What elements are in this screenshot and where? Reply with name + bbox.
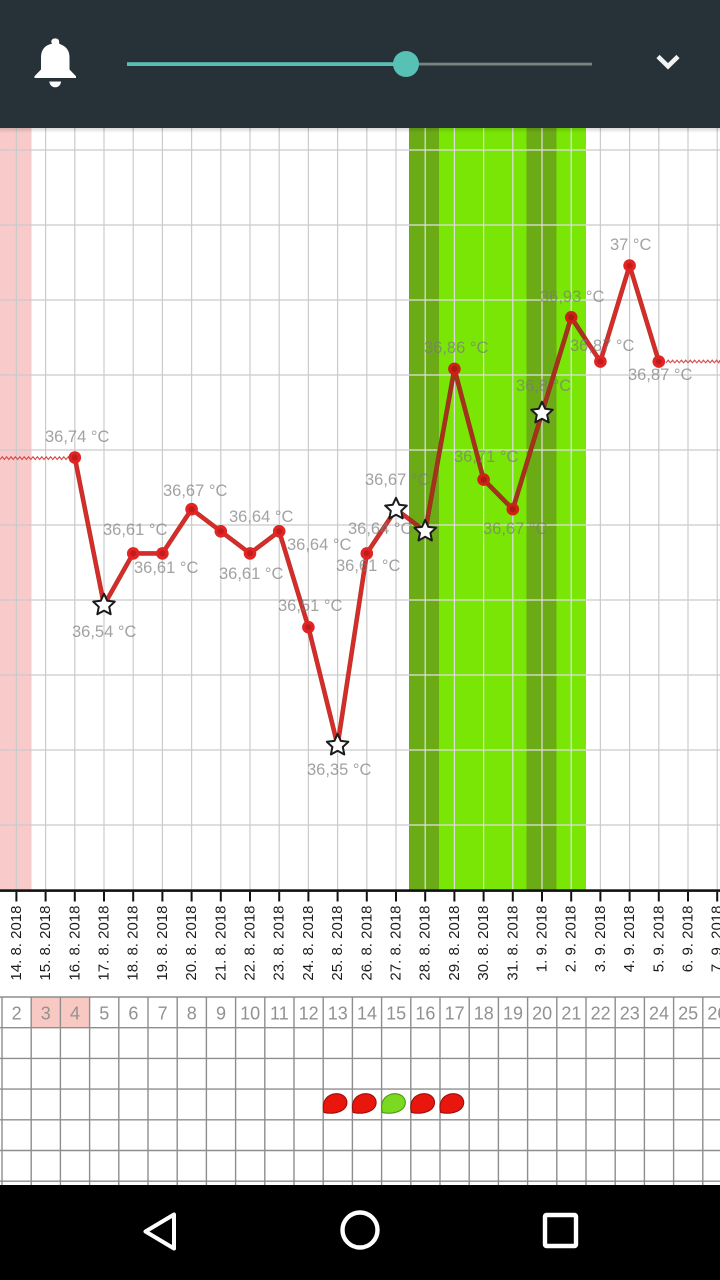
- svg-text:10: 10: [240, 1004, 260, 1024]
- svg-text:29. 8. 2018: 29. 8. 2018: [446, 906, 463, 981]
- svg-text:4. 9. 2018: 4. 9. 2018: [621, 906, 638, 973]
- svg-text:26. 8. 2018: 26. 8. 2018: [358, 906, 375, 981]
- svg-text:7. 9. 2018: 7. 9. 2018: [709, 906, 720, 973]
- svg-text:36,51 °C: 36,51 °C: [278, 597, 342, 615]
- svg-text:19. 8. 2018: 19. 8. 2018: [154, 906, 171, 981]
- svg-text:21. 8. 2018: 21. 8. 2018: [212, 906, 229, 981]
- svg-text:9: 9: [216, 1004, 226, 1024]
- svg-text:13: 13: [328, 1004, 348, 1024]
- svg-text:27. 8. 2018: 27. 8. 2018: [388, 906, 405, 981]
- svg-text:17. 8. 2018: 17. 8. 2018: [96, 906, 113, 981]
- svg-text:36,61 °C: 36,61 °C: [134, 559, 198, 577]
- svg-text:15: 15: [386, 1004, 406, 1024]
- svg-text:36,71 °C: 36,71 °C: [454, 448, 518, 466]
- svg-text:23: 23: [620, 1004, 640, 1024]
- svg-text:7: 7: [158, 1004, 168, 1024]
- svg-text:36,64 °C: 36,64 °C: [348, 520, 412, 538]
- svg-text:8: 8: [187, 1004, 197, 1024]
- svg-text:36,61 °C: 36,61 °C: [103, 521, 167, 539]
- svg-text:5. 9. 2018: 5. 9. 2018: [650, 906, 667, 973]
- svg-text:3: 3: [41, 1004, 51, 1024]
- svg-text:17: 17: [445, 1004, 465, 1024]
- svg-text:16. 8. 2018: 16. 8. 2018: [66, 906, 83, 981]
- svg-text:36,61 °C: 36,61 °C: [219, 565, 283, 583]
- svg-text:4: 4: [70, 1004, 80, 1024]
- svg-text:19: 19: [503, 1004, 523, 1024]
- svg-text:2. 9. 2018: 2. 9. 2018: [563, 906, 580, 973]
- svg-text:36,93 °C: 36,93 °C: [540, 288, 604, 306]
- svg-text:36,8 °C: 36,8 °C: [516, 377, 571, 395]
- svg-text:36,54 °C: 36,54 °C: [72, 623, 136, 641]
- svg-text:14: 14: [357, 1004, 377, 1024]
- svg-text:31. 8. 2018: 31. 8. 2018: [504, 906, 521, 981]
- svg-text:18. 8. 2018: 18. 8. 2018: [125, 906, 142, 981]
- svg-text:25: 25: [678, 1004, 698, 1024]
- svg-text:25. 8. 2018: 25. 8. 2018: [329, 906, 346, 981]
- svg-text:24: 24: [649, 1004, 669, 1024]
- svg-text:24. 8. 2018: 24. 8. 2018: [300, 906, 317, 981]
- svg-text:3. 9. 2018: 3. 9. 2018: [592, 906, 609, 973]
- svg-text:6. 9. 2018: 6. 9. 2018: [680, 906, 697, 973]
- svg-text:23. 8. 2018: 23. 8. 2018: [271, 906, 288, 981]
- svg-text:36,87 °C: 36,87 °C: [570, 337, 634, 355]
- svg-text:28. 8. 2018: 28. 8. 2018: [417, 906, 434, 981]
- svg-text:36,64 °C: 36,64 °C: [287, 536, 351, 554]
- svg-text:37 °C: 37 °C: [610, 236, 652, 254]
- svg-text:20. 8. 2018: 20. 8. 2018: [183, 906, 200, 981]
- svg-text:36,61 °C: 36,61 °C: [336, 557, 400, 575]
- svg-text:1. 9. 2018: 1. 9. 2018: [534, 906, 551, 973]
- svg-text:5: 5: [99, 1004, 109, 1024]
- svg-text:36,86 °C: 36,86 °C: [424, 339, 488, 357]
- svg-text:16: 16: [415, 1004, 435, 1024]
- svg-text:20: 20: [532, 1004, 552, 1024]
- svg-text:36,67 °C: 36,67 °C: [365, 471, 429, 489]
- svg-text:36,67 °C: 36,67 °C: [163, 482, 227, 500]
- svg-text:22: 22: [591, 1004, 611, 1024]
- svg-text:12: 12: [299, 1004, 319, 1024]
- svg-text:22. 8. 2018: 22. 8. 2018: [242, 906, 259, 981]
- svg-text:36,35 °C: 36,35 °C: [307, 761, 371, 779]
- svg-text:18: 18: [474, 1004, 494, 1024]
- svg-text:6: 6: [128, 1004, 138, 1024]
- svg-text:30. 8. 2018: 30. 8. 2018: [475, 906, 492, 981]
- svg-text:26: 26: [707, 1004, 720, 1024]
- svg-text:11: 11: [270, 1004, 289, 1024]
- svg-text:36,74 °C: 36,74 °C: [45, 428, 109, 446]
- svg-text:15. 8. 2018: 15. 8. 2018: [37, 906, 54, 981]
- svg-text:21: 21: [561, 1004, 581, 1024]
- svg-text:36,87 °C: 36,87 °C: [628, 366, 692, 384]
- svg-text:36,67 °C: 36,67 °C: [483, 520, 547, 538]
- svg-text:2: 2: [12, 1004, 22, 1024]
- svg-text:36,64 °C: 36,64 °C: [229, 508, 293, 526]
- svg-text:14. 8. 2018: 14. 8. 2018: [8, 906, 25, 981]
